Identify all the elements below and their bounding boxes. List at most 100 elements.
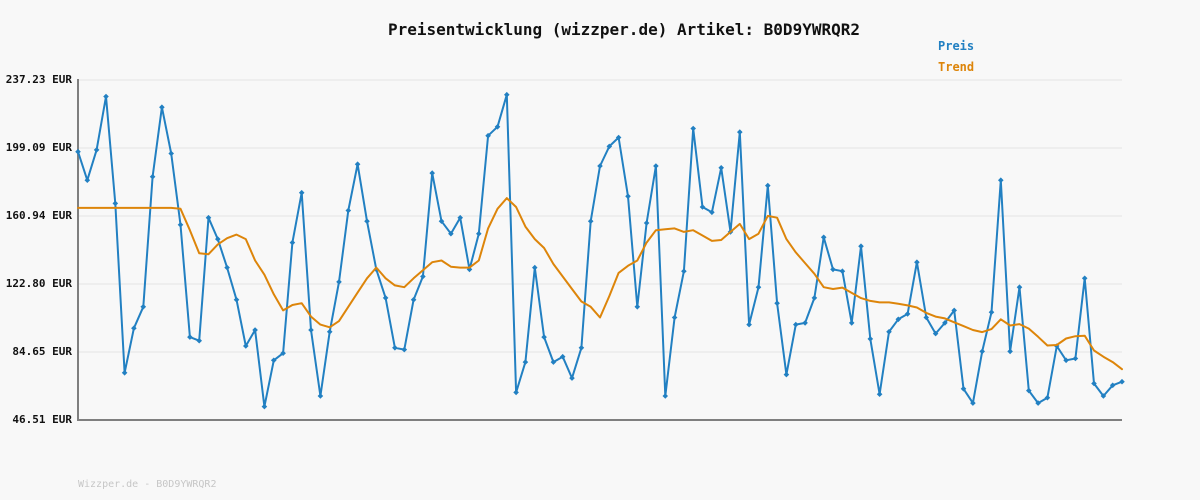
- data-point-marker: [485, 132, 491, 139]
- y-tick-label: 84.65 EUR: [12, 345, 72, 358]
- data-point-marker: [765, 182, 771, 189]
- data-point-marker: [904, 311, 911, 317]
- data-point-marker: [681, 268, 687, 274]
- data-point-marker: [587, 218, 594, 224]
- data-point-marker: [121, 370, 128, 376]
- data-point-marker: [494, 124, 501, 130]
- data-point-marker: [1109, 382, 1116, 389]
- chart-title: Preisentwicklung (wizzper.de) Artikel: B…: [387, 20, 860, 39]
- data-point-marker: [345, 207, 352, 214]
- data-point-marker: [522, 359, 529, 365]
- data-point-marker: [923, 314, 929, 321]
- data-point-marker: [364, 218, 370, 224]
- data-point-marker: [196, 337, 202, 344]
- data-point-marker: [1016, 284, 1023, 290]
- legend-item-trend: Trend: [938, 60, 975, 74]
- data-point-marker: [830, 266, 836, 273]
- data-point-marker: [215, 236, 221, 242]
- data-point-marker: [392, 345, 398, 351]
- data-point-marker: [504, 91, 510, 98]
- data-point-marker: [354, 161, 361, 167]
- data-point-marker: [382, 295, 389, 301]
- data-point-marker: [438, 218, 445, 224]
- data-point-marker: [597, 163, 603, 169]
- y-tick-label: 199.09 EUR: [5, 141, 72, 154]
- data-point-marker: [93, 147, 100, 153]
- data-point-marker: [848, 320, 855, 326]
- preis-line: [77, 93, 1123, 408]
- data-point-marker: [615, 134, 622, 141]
- data-point-marker: [820, 234, 827, 241]
- y-tick-label: 122.80 EUR: [5, 277, 72, 290]
- data-point-marker: [224, 264, 230, 271]
- axis-line: [77, 79, 1122, 421]
- data-point-marker: [1007, 348, 1013, 355]
- data-point-marker: [298, 189, 305, 196]
- data-point-marker: [1081, 275, 1088, 282]
- data-point-marker: [1091, 380, 1097, 387]
- legend-item-preis: Preis: [938, 39, 975, 53]
- data-point-marker: [783, 371, 790, 378]
- data-point-marker: [662, 393, 668, 399]
- data-point-marker: [867, 336, 874, 342]
- data-point-marker: [532, 264, 538, 271]
- data-point-marker: [979, 348, 985, 355]
- data-point-marker: [541, 334, 547, 340]
- data-point-marker: [457, 214, 463, 221]
- data-point-marker: [270, 357, 277, 364]
- data-point-marker: [233, 296, 240, 303]
- data-point-marker: [718, 165, 724, 171]
- data-point-marker: [336, 279, 342, 285]
- data-point-marker: [261, 403, 268, 410]
- data-point-marker: [103, 93, 109, 100]
- data-point-marker: [131, 325, 137, 331]
- data-point-marker: [811, 295, 818, 301]
- data-point-marker: [951, 307, 957, 314]
- data-point-marker: [914, 259, 920, 265]
- data-point-marker: [876, 391, 883, 397]
- data-point-marker: [932, 330, 939, 337]
- data-point-marker: [159, 104, 165, 110]
- data-point-marker: [569, 375, 575, 381]
- data-point-marker: [550, 359, 557, 365]
- data-point-marker: [839, 268, 846, 274]
- data-point-marker: [420, 273, 426, 280]
- data-point-marker: [448, 230, 454, 237]
- data-point-marker: [942, 320, 948, 326]
- data-point-marker: [429, 170, 435, 176]
- data-point-marker: [401, 346, 408, 353]
- data-point-marker: [326, 329, 333, 335]
- data-point-marker: [709, 209, 715, 216]
- data-point-marker: [280, 350, 286, 356]
- data-point-marker: [205, 214, 212, 221]
- data-point-marker: [559, 353, 566, 360]
- data-point-marker: [168, 150, 174, 157]
- data-point-marker: [998, 177, 1004, 183]
- y-tick-label: 46.51 EUR: [12, 413, 72, 426]
- data-point-marker: [140, 304, 147, 310]
- data-point-marker: [177, 222, 184, 228]
- data-point-marker: [1035, 400, 1041, 406]
- data-point-marker: [476, 230, 482, 237]
- data-point-marker: [690, 125, 696, 132]
- data-point-marker: [606, 143, 613, 150]
- data-point-marker: [1072, 355, 1079, 362]
- data-point-marker: [252, 327, 258, 333]
- data-point-marker: [149, 173, 156, 180]
- data-point-marker: [793, 321, 799, 328]
- data-point-marker: [410, 296, 417, 303]
- trend-line: [77, 197, 1123, 371]
- data-point-marker: [858, 243, 864, 249]
- data-point-marker: [1119, 378, 1125, 385]
- y-tick-label: 237.23 EUR: [5, 73, 72, 86]
- y-tick-label: 160.94 EUR: [5, 209, 72, 222]
- data-point-marker: [746, 321, 752, 328]
- data-point-marker: [75, 148, 81, 155]
- data-point-marker: [960, 386, 967, 392]
- data-point-marker: [653, 163, 659, 169]
- data-point-marker: [1100, 393, 1107, 399]
- data-point-marker: [84, 177, 91, 183]
- data-point-marker: [1063, 357, 1069, 364]
- data-point-marker: [895, 316, 902, 323]
- data-point-marker: [243, 343, 249, 349]
